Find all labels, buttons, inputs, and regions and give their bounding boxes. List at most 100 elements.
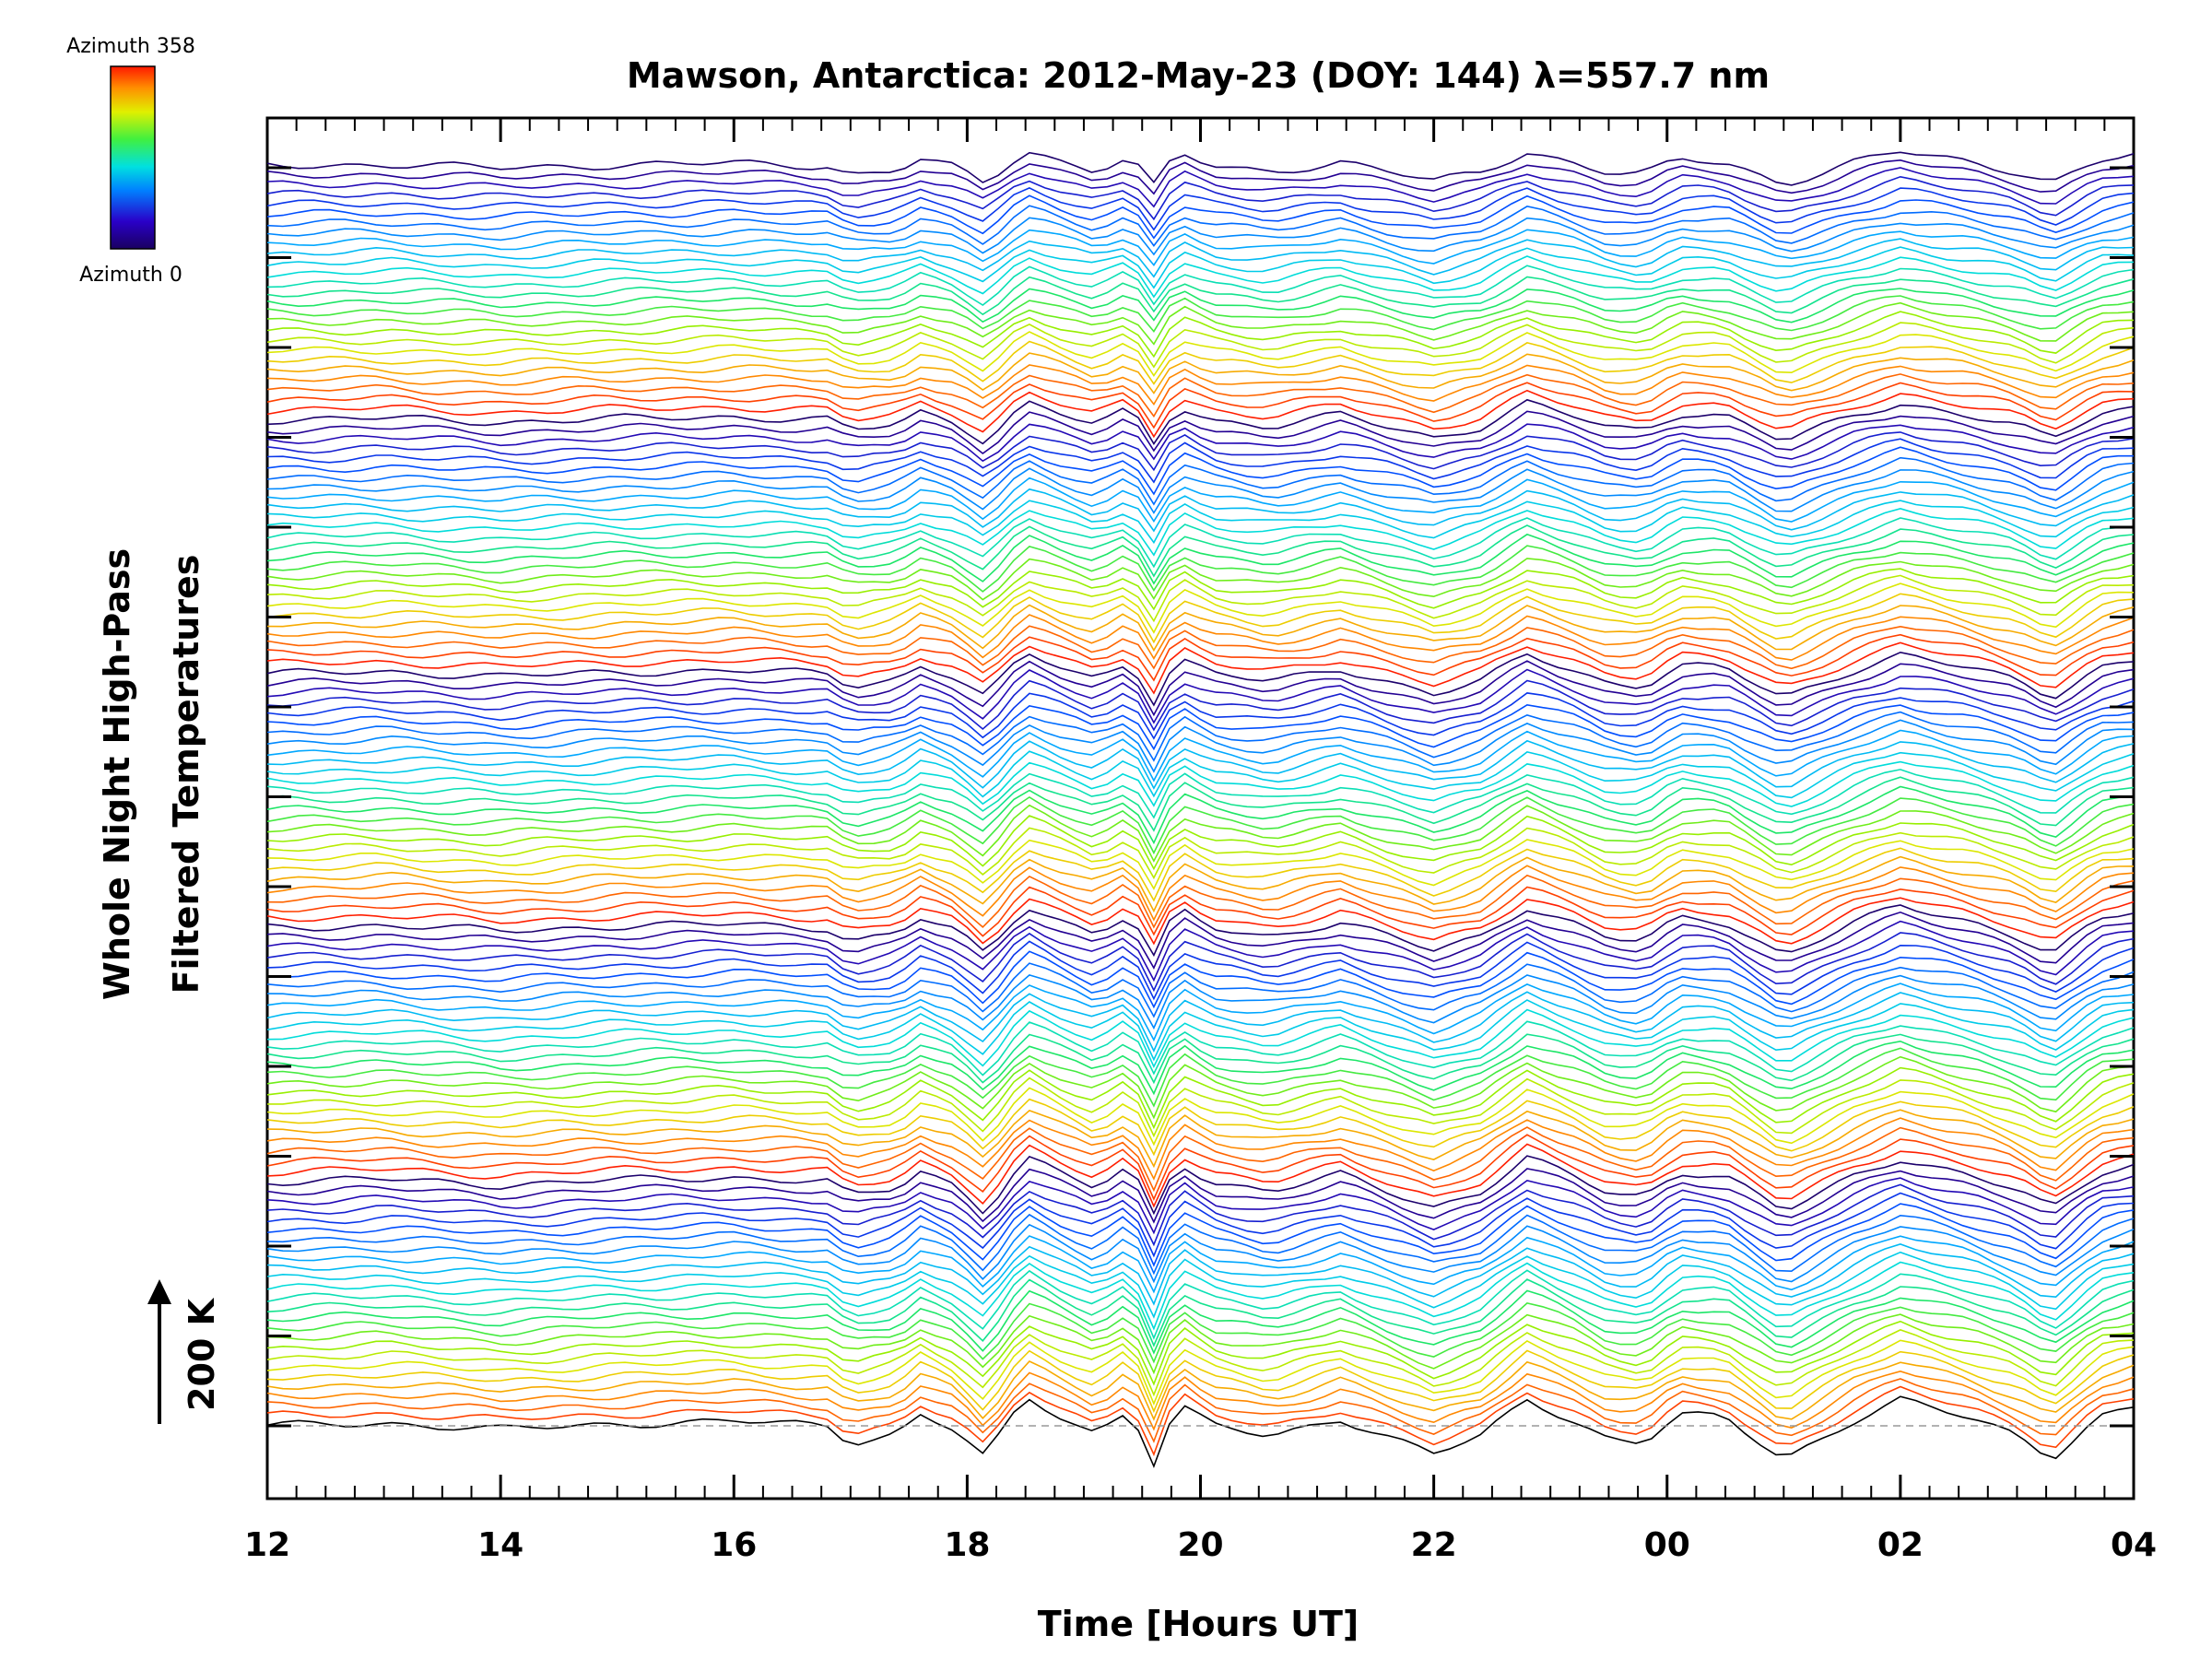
x-axis-label: Time [Hours UT] (1038, 1604, 1359, 1644)
temperature-trace (266, 920, 2135, 982)
temperature-trace (266, 974, 2135, 1030)
x-tick-label: 22 (1411, 1526, 1457, 1564)
temperature-trace (266, 719, 2135, 773)
scale-bar-arrowhead (147, 1279, 171, 1304)
temperature-trace (266, 265, 2135, 306)
temperature-trace (266, 438, 2135, 484)
temperature-trace (266, 769, 2135, 819)
temperature-trace (266, 760, 2135, 807)
temperature-trace (266, 255, 2135, 299)
x-tick-label: 04 (2111, 1526, 2157, 1564)
x-tick-label: 20 (1177, 1526, 1223, 1564)
temperature-trace (266, 1269, 2135, 1340)
temperature-trace (266, 633, 2135, 682)
temperature-trace (266, 382, 2135, 429)
temperature-trace (266, 423, 2135, 463)
temperature-trace (266, 874, 2135, 929)
temperature-trace (266, 703, 2135, 751)
temperature-trace (266, 604, 2135, 653)
temperature-trace (266, 991, 2135, 1053)
temperature-trace (266, 886, 2135, 937)
temperature-trace (266, 776, 2135, 832)
temperature-trace (266, 431, 2135, 472)
temperature-trace (266, 1066, 2135, 1130)
temperature-trace (266, 1261, 2135, 1331)
temperature-trace (266, 1183, 2135, 1247)
temperature-trace (266, 1109, 2135, 1169)
temperature-trace (266, 151, 2135, 186)
temperature-trace (266, 364, 2135, 406)
temperature-trace (266, 205, 2135, 247)
temperature-trace (266, 288, 2135, 324)
temperature-trace (266, 668, 2135, 724)
temperature-trace (266, 1055, 2135, 1120)
temperature-trace (266, 750, 2135, 799)
temperature-trace (266, 311, 2135, 359)
temperature-trace (266, 1008, 2135, 1069)
temperature-trace (266, 1329, 2135, 1397)
temperature-trace (266, 340, 2135, 385)
temperature-trace (266, 524, 2135, 578)
temperature-trace (266, 614, 2135, 661)
temperature-trace (266, 246, 2135, 289)
temperature-trace (266, 679, 2135, 732)
temperature-trace (266, 1313, 2135, 1375)
temperature-trace (266, 507, 2135, 557)
temperature-trace (266, 1143, 2135, 1208)
ticks-group (265, 118, 2136, 1499)
temperature-trace (266, 488, 2135, 533)
temperature-trace (266, 1134, 2135, 1201)
temperature-trace (266, 1047, 2135, 1108)
temperature-trace (266, 999, 2135, 1062)
temperature-trace (266, 574, 2135, 623)
y-axis-label-line1: Whole Night High-Pass (97, 548, 137, 1000)
temperature-trace (266, 1378, 2135, 1443)
temperature-trace (266, 855, 2135, 913)
temperature-trace (266, 167, 2135, 208)
temperature-trace (266, 1098, 2135, 1157)
temperature-trace (266, 558, 2135, 601)
temperature-trace (266, 301, 2135, 346)
scale-bar-label: 200 K (182, 1297, 222, 1411)
temperature-trace (266, 827, 2135, 880)
temperature-trace (266, 1385, 2135, 1457)
x-tick-label: 12 (244, 1526, 290, 1564)
temperature-trace (266, 1223, 2135, 1284)
temperature-trace (266, 839, 2135, 890)
temperature-trace (266, 389, 2135, 439)
temperature-trace (266, 865, 2135, 922)
temperature-trace (266, 1192, 2135, 1258)
temperature-trace (266, 373, 2135, 418)
temperature-trace (267, 1077, 2135, 1138)
temperature-trace (266, 545, 2135, 593)
x-tick-labels: 12 14 16 18 20 22 00 02 04 (244, 1526, 2157, 1564)
temperature-trace (266, 1395, 2135, 1469)
temperature-trace (266, 1033, 2135, 1085)
temperature-trace (266, 467, 2135, 514)
temperature-trace (266, 194, 2135, 240)
temperature-trace (266, 1289, 2135, 1355)
temperature-trace (266, 568, 2135, 611)
x-tick-label: 00 (1644, 1526, 1690, 1564)
temperature-trace (266, 500, 2135, 545)
temperature-trace (266, 1020, 2135, 1077)
temperature-trace (266, 1302, 2135, 1364)
temperature-trace (266, 410, 2135, 455)
temperature-trace (266, 950, 2135, 1009)
temperature-trace (266, 1040, 2135, 1096)
temperature-trace (266, 217, 2135, 256)
temperature-trace (266, 1251, 2135, 1319)
temperature-trace (266, 1126, 2135, 1193)
temperature-trace (266, 322, 2135, 369)
temperature-trace (266, 982, 2135, 1042)
temperature-trace (266, 1235, 2135, 1294)
temperature-trace (266, 785, 2135, 845)
temperature-trace (266, 932, 2135, 993)
temperature-trace (266, 1168, 2135, 1224)
series-group (266, 151, 2135, 1469)
temperature-trace (266, 1339, 2135, 1406)
temperature-trace (266, 533, 2135, 585)
colorbar: Azimuth 358 Azimuth 0 (66, 35, 195, 287)
x-tick-label: 16 (711, 1526, 757, 1564)
